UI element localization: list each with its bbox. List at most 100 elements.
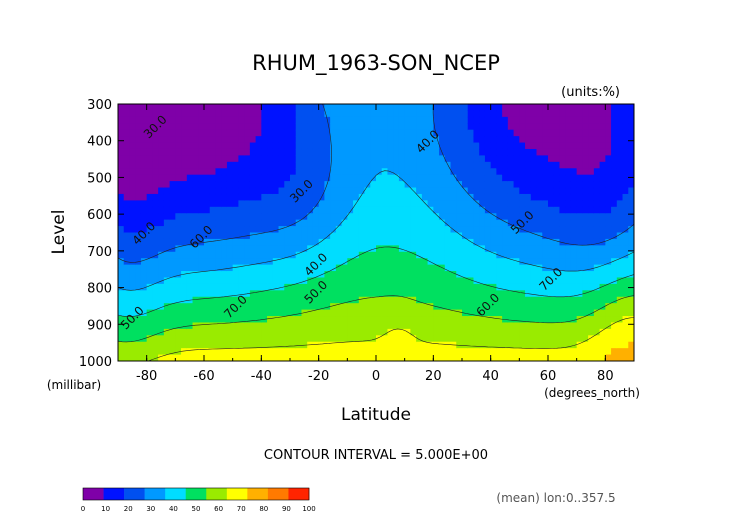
contour-cell [490,193,497,201]
contour-cell [381,187,389,195]
contour-cell [152,245,159,253]
contour-cell [462,245,469,253]
contour-cell [519,206,526,214]
contour-cell [244,148,251,156]
contour-cell [496,283,503,291]
contour-cell [622,142,629,150]
contour-cell [118,335,125,343]
contour-cell [536,322,543,330]
contour-cell [226,348,234,356]
y-tick-label: 1000 [79,355,112,370]
contour-cell [181,155,188,163]
contour-cell [140,168,148,176]
contour-cell [284,104,291,112]
contour-cell [479,341,486,349]
contour-cell [593,174,601,182]
contour-cell [467,226,475,234]
contour-cell [324,129,331,137]
contour-cell [221,348,228,356]
contour-cell [410,264,417,272]
contour-cell [307,155,314,163]
contour-cell [410,168,417,176]
contour-cell [381,335,389,343]
contour-cell [536,161,543,169]
contour-cell [479,116,486,124]
contour-cell [611,296,618,304]
contour-cell [490,116,497,124]
contour-cell [198,238,205,246]
contour-cell [376,155,383,163]
contour-cell [175,283,182,291]
contour-cell [393,136,400,144]
contour-cell [198,316,205,324]
contour-cell [456,251,463,259]
contour-cell [490,129,497,137]
contour-cell [553,136,561,144]
y-tick-label: 900 [87,318,112,333]
contour-cell [450,328,457,336]
contour-cell [135,290,142,298]
contour-cell [611,168,618,176]
contour-cell [548,283,555,291]
contour-cell [204,316,211,324]
contour-cell [152,168,159,176]
contour-cell [118,309,125,317]
contour-cell [301,161,308,169]
contour-cell [559,181,566,189]
contour-cell [628,213,634,221]
contour-cell [490,335,497,343]
contour-cell [525,168,532,176]
contour-cell [456,258,463,266]
contour-cell [404,322,411,330]
contour-cell [393,116,400,124]
contour-cell [559,245,566,253]
contour-cell [152,290,159,298]
contour-cell [358,181,366,189]
contour-cell [335,110,343,118]
contour-cell [163,193,171,201]
contour-cell [490,322,497,330]
contour-cell [398,328,406,336]
contour-cell [312,200,320,208]
contour-cell [249,251,257,259]
contour-cell [582,271,589,279]
contour-cell [158,110,165,118]
contour-cell [284,238,291,246]
contour-cell [232,335,239,343]
contour-cell [450,277,457,285]
contour-cell [393,161,400,169]
contour-cell [548,148,555,156]
contour-cell [593,129,601,137]
contour-cell [462,123,469,131]
contour-cell [599,322,606,330]
contour-cell [381,245,389,253]
contour-cell [622,348,629,356]
contour-cell [513,232,520,240]
contour-cell [330,341,337,349]
contour-cell [370,193,377,201]
contour-cell [267,181,274,189]
contour-cell [215,193,222,201]
contour-cell [496,328,503,336]
contour-cell [576,271,583,279]
contour-cell [353,226,360,234]
contour-cell [341,245,348,253]
contour-cell [261,187,268,195]
contour-cell [616,277,624,285]
contour-cell [341,328,348,336]
contour-cell [570,187,578,195]
contour-cell [198,303,205,311]
contour-cell [215,161,222,169]
contour-cell [628,116,634,124]
contour-cell [249,129,257,137]
contour-cell [439,348,446,356]
contour-cell [427,148,434,156]
contour-cell [398,181,406,189]
contour-cell [278,341,285,349]
contour-cell [530,283,538,291]
contour-cell [433,264,440,272]
contour-cell [123,296,131,304]
contour-cell [301,142,308,150]
contour-cell [588,116,595,124]
contour-cell [169,354,176,361]
